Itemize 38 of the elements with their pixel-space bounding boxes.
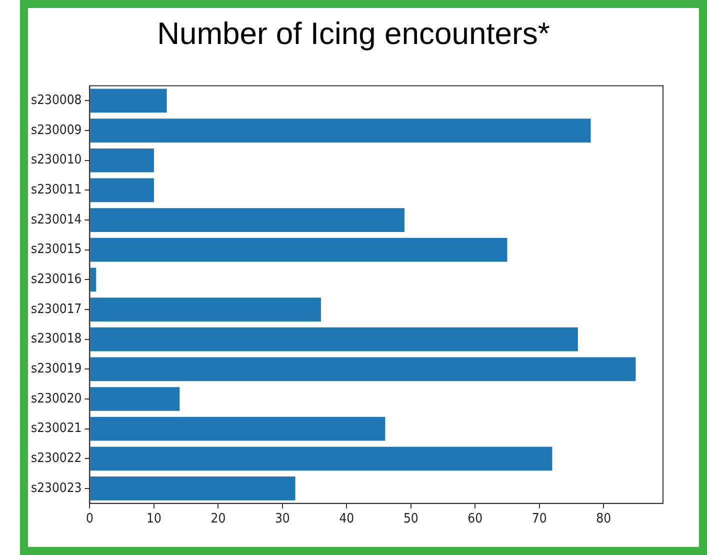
bar — [90, 298, 321, 322]
y-tick-label: s230017 — [30, 302, 82, 317]
y-tick-label: s230020 — [30, 391, 82, 406]
bar — [90, 476, 296, 500]
y-tick-label: s230008 — [30, 93, 82, 108]
y-tick-label: s230018 — [30, 332, 82, 347]
bar — [90, 416, 386, 441]
x-tick-label: 80 — [596, 512, 612, 527]
bar — [90, 148, 154, 172]
y-tick-label: s230015 — [30, 242, 82, 258]
bar — [90, 268, 96, 292]
bar — [90, 178, 154, 202]
bar — [90, 446, 552, 471]
y-tick-label: s230010 — [30, 152, 82, 168]
y-tick-label: s230023 — [30, 480, 82, 496]
x-tick-label: 70 — [532, 512, 547, 527]
x-tick-label: 10 — [146, 512, 162, 527]
x-tick-label: 60 — [468, 512, 483, 527]
x-tick-label: 50 — [403, 512, 418, 527]
y-tick-label: s230014 — [30, 212, 82, 228]
bar — [90, 238, 508, 262]
x-tick-label: 0 — [86, 512, 94, 527]
bar — [90, 357, 636, 382]
x-tick-label: 40 — [339, 512, 354, 527]
chart-title: Number of Icing encounters* — [156, 16, 551, 52]
bar — [90, 88, 167, 113]
y-tick-label: s230016 — [30, 272, 82, 288]
y-tick-label: s230019 — [30, 362, 82, 377]
y-tick-label: s230022 — [30, 451, 82, 466]
x-tick-label: 30 — [274, 512, 290, 527]
bar — [90, 387, 180, 411]
y-tick-label: s230009 — [30, 122, 82, 138]
y-tick-label: s230021 — [30, 421, 82, 436]
x-tick-label: 20 — [210, 512, 226, 527]
bar — [90, 327, 578, 352]
bar — [90, 208, 404, 232]
y-tick-label: s230011 — [30, 182, 82, 198]
bar — [90, 118, 591, 142]
